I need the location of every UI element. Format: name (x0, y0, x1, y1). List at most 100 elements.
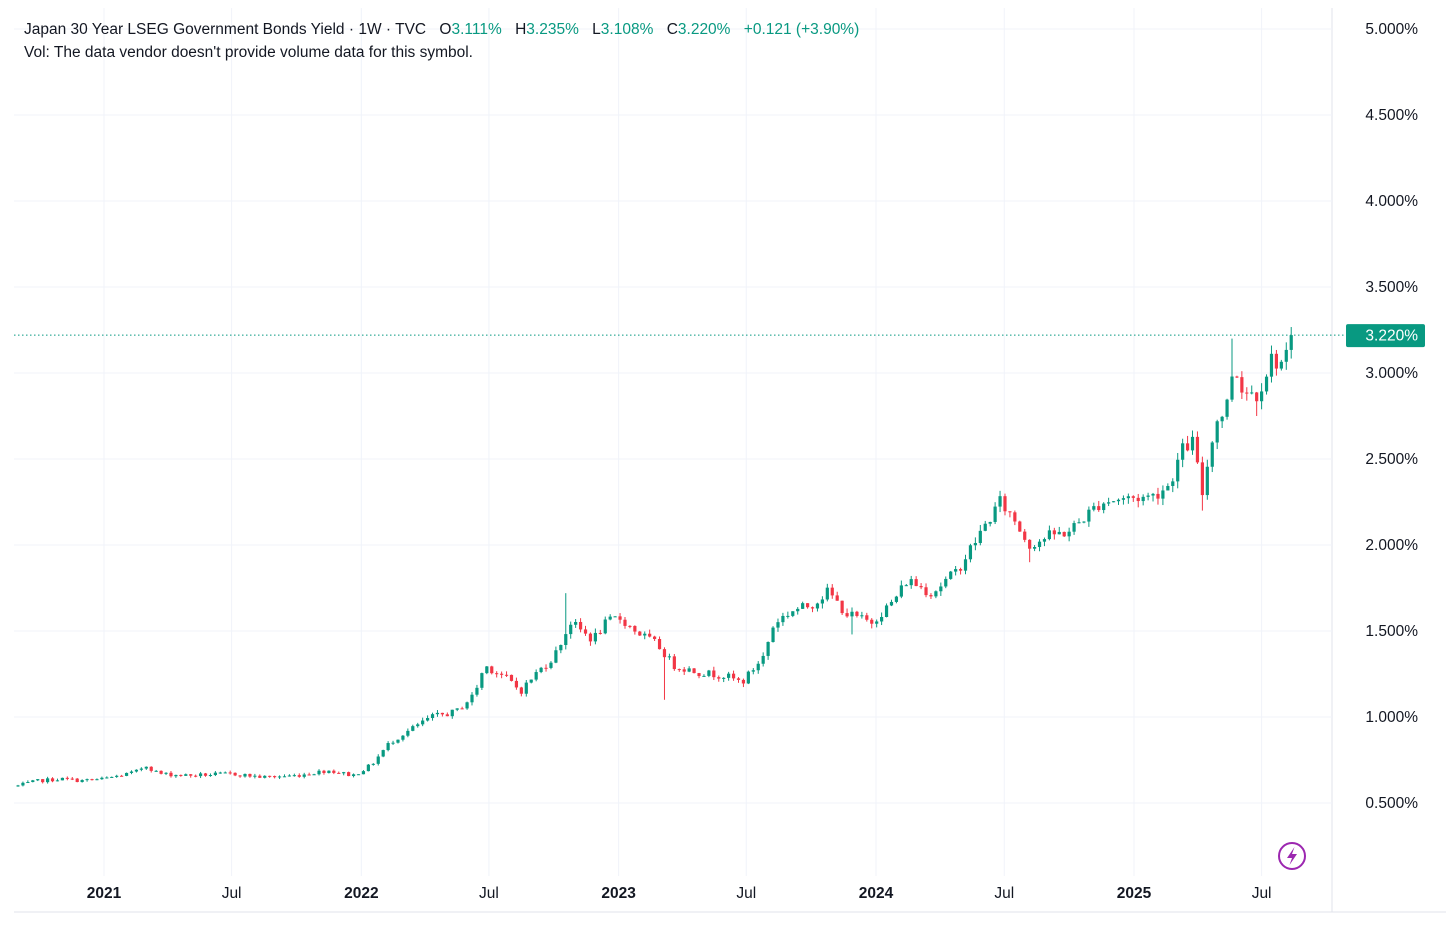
open-label: O (439, 21, 452, 38)
candle-body (194, 775, 198, 777)
y-tick-label: 1.500% (1365, 623, 1418, 640)
interval[interactable]: 1W (358, 21, 382, 38)
candle-body (1052, 530, 1056, 535)
candle-body (1141, 496, 1145, 502)
candle-body (939, 586, 943, 592)
candle-body (860, 615, 864, 617)
candle-body (425, 718, 430, 721)
candle-body (366, 764, 370, 772)
candle-body (46, 778, 50, 783)
candle-body (504, 674, 509, 676)
candle-body (26, 782, 30, 784)
candle-body (825, 587, 829, 600)
candle-body (233, 772, 237, 776)
candle-body (312, 774, 316, 776)
x-tick-label: Jul (736, 885, 756, 902)
candle-body (845, 613, 849, 617)
candle-body (741, 679, 746, 684)
candle-body (95, 779, 99, 781)
candle-body (608, 616, 612, 620)
candle-body (534, 672, 538, 680)
candle-body (978, 530, 982, 544)
candle-body (1121, 498, 1126, 500)
candle-body (342, 772, 346, 774)
candle-body (569, 624, 573, 635)
candle-body (31, 780, 35, 783)
candle-body (875, 621, 879, 624)
candle-body (983, 523, 987, 531)
high-label: H (515, 21, 527, 38)
candle-body (401, 735, 405, 740)
candle-body (198, 773, 203, 777)
candle-body (421, 720, 425, 725)
candle-body (727, 673, 731, 678)
lightning-icon[interactable] (1278, 842, 1306, 870)
legend: Japan 30 Year LSEG Government Bonds Yiel… (24, 18, 859, 41)
candle-body (1008, 511, 1012, 513)
candle-body (682, 669, 686, 672)
candle-body (169, 772, 173, 777)
high-value: 3.235% (526, 21, 579, 38)
candle-body (460, 708, 464, 710)
candles (16, 327, 1293, 787)
candle-body (1264, 376, 1269, 392)
x-tick-label: Jul (222, 885, 242, 902)
candle-body (914, 579, 918, 587)
candle-body (1032, 547, 1037, 549)
y-tick-label: 5.000% (1365, 21, 1418, 38)
candle-body (1072, 523, 1076, 532)
candle-body (687, 668, 691, 672)
y-tick-label: 2.000% (1365, 537, 1418, 554)
candle-body (865, 615, 869, 620)
candle-body (603, 619, 607, 634)
candle-body (963, 559, 968, 571)
candle-body (1126, 496, 1130, 499)
candle-body (430, 714, 435, 719)
candle-body (904, 585, 908, 587)
candle-body (731, 673, 736, 679)
candle-body (692, 668, 696, 674)
candle-body (618, 616, 622, 620)
candle-body (1136, 497, 1140, 502)
candle-body (810, 607, 815, 609)
candle-body (880, 616, 884, 622)
candle-body (1003, 496, 1007, 512)
candle-body (1245, 392, 1249, 394)
candle-body (1111, 501, 1116, 503)
candle-body (944, 578, 948, 587)
candle-body (1067, 531, 1071, 537)
candle-body (1205, 466, 1209, 496)
candle-body (1181, 443, 1185, 460)
symbol-name[interactable]: Japan 30 Year LSEG Government Bonds Yiel… (24, 21, 345, 38)
candle-body (1116, 499, 1121, 502)
candle-body (1200, 462, 1204, 496)
candle-body (954, 569, 958, 572)
candle-body (1289, 335, 1293, 350)
candle-body (1240, 377, 1244, 393)
candle-body (273, 776, 277, 778)
candle-body (416, 724, 420, 727)
candle-body (756, 663, 760, 671)
candle-body (1255, 392, 1259, 402)
axes: 0.500% 1.000% 1.500% 2.000% 2.500% 3.000% 3.50… (14, 21, 1425, 902)
candle-body (672, 656, 676, 670)
candle-body (134, 769, 139, 772)
candle-body (746, 671, 750, 684)
candle-body (1023, 531, 1027, 540)
candle-body (1166, 485, 1170, 491)
candle-body (1220, 416, 1224, 422)
candle-body (1156, 493, 1160, 499)
candle-body (598, 632, 602, 634)
candle-body (120, 775, 124, 777)
candle-body (633, 625, 637, 632)
candle-body (189, 774, 193, 776)
candle-body (396, 739, 400, 743)
candle-body (998, 496, 1002, 507)
candle-body (495, 673, 499, 675)
candle-body (1013, 512, 1017, 522)
candle-body (968, 545, 973, 560)
candle-body (65, 777, 69, 779)
candle-body (485, 666, 489, 674)
